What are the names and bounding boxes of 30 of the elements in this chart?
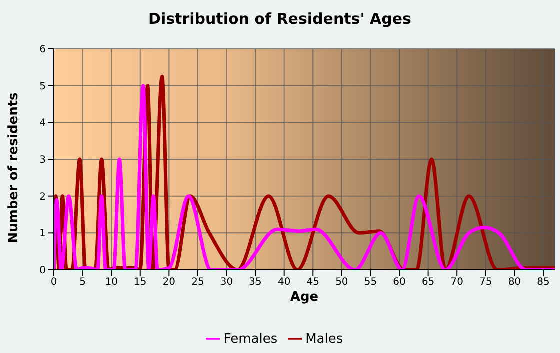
y-tick-label: 3 xyxy=(40,155,46,166)
x-tick-label: 70 xyxy=(450,277,464,288)
x-tick-label: 60 xyxy=(393,277,406,288)
x-tick-label: 45 xyxy=(306,277,320,288)
y-tick-label: 1 xyxy=(40,228,46,240)
x-axis-title: Age xyxy=(290,290,319,306)
x-tick-label: 35 xyxy=(249,277,262,288)
y-axis-title: Number of residents xyxy=(6,92,22,244)
x-tick-label: 65 xyxy=(422,277,435,288)
y-tick-label: 5 xyxy=(40,81,46,92)
x-tick-label: 15 xyxy=(134,277,147,288)
x-tick-label: 20 xyxy=(162,277,176,288)
y-tick-label: 0 xyxy=(40,266,46,277)
x-tick-label: 30 xyxy=(220,277,234,288)
x-tick-label: 80 xyxy=(508,277,522,288)
x-tick-label: 75 xyxy=(480,277,492,288)
x-tick-label: 10 xyxy=(105,277,118,288)
legend-label: Females xyxy=(224,332,278,347)
x-tick-label: 85 xyxy=(537,277,550,288)
x-tick-label: 40 xyxy=(278,277,291,288)
legend-label: Males xyxy=(306,332,344,347)
y-tick-label: 2 xyxy=(40,192,46,203)
x-tick-label: 25 xyxy=(192,277,204,288)
x-tick-label: 55 xyxy=(364,277,378,288)
y-tick-label: 6 xyxy=(40,44,46,56)
x-tick-label: 5 xyxy=(80,277,86,288)
x-tick-label: 50 xyxy=(336,277,348,288)
x-tick-label: 0 xyxy=(50,277,58,288)
y-tick-label: 4 xyxy=(40,118,46,130)
chart-title: Distribution of Residents' Ages xyxy=(148,10,412,28)
